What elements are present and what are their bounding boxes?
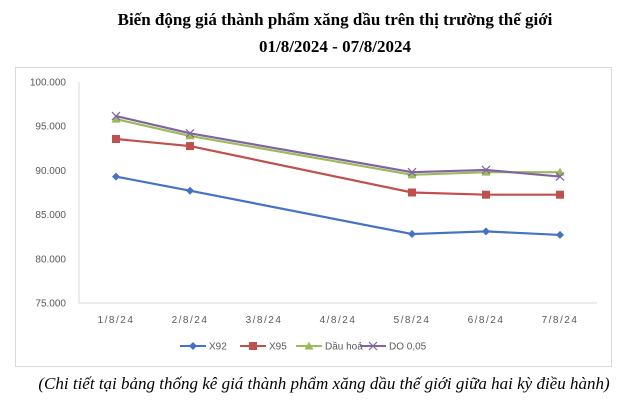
diamond-marker-icon	[112, 172, 120, 181]
series-line	[111, 114, 565, 179]
y-tick-label: 80.000	[35, 254, 66, 265]
series-group	[111, 111, 565, 239]
legend-item: X95	[240, 342, 287, 353]
x-marker-icon	[111, 111, 121, 121]
legend-label: Dầu hoả	[325, 341, 363, 353]
triangle-marker-icon	[407, 170, 417, 179]
x-tick-label: 3/8/24	[246, 315, 283, 326]
series-line	[112, 135, 564, 199]
legend-item: X92	[180, 342, 227, 353]
x-marker-icon	[185, 128, 195, 138]
square-marker-icon	[482, 190, 490, 199]
square-marker-icon	[408, 188, 416, 197]
triangle-marker-icon	[481, 167, 491, 176]
legend-item: Dầu hoả	[296, 341, 363, 353]
triangle-marker-icon	[111, 114, 121, 123]
x-marker-icon	[368, 341, 378, 351]
x-tick-label: 1/8/24	[98, 315, 135, 326]
x-tick-label: 5/8/24	[394, 315, 431, 326]
x-marker-icon	[407, 167, 417, 177]
chart-subtitle: 01/8/2024 - 07/8/2024	[258, 37, 412, 56]
diamond-marker-icon	[482, 227, 490, 236]
y-axis: 75.000 80.000 85.000 90.000 95.000 100.000	[30, 78, 80, 310]
square-marker-icon	[249, 342, 257, 350]
legend-item: DO 0,05	[360, 342, 427, 353]
x-tick-label: 6/8/24	[468, 315, 505, 326]
y-tick-label: 90.000	[35, 166, 66, 177]
legend-label: X95	[269, 342, 287, 353]
x-marker-icon	[481, 165, 491, 175]
legend-label: DO 0,05	[389, 342, 427, 353]
diamond-marker-icon	[186, 186, 194, 195]
chart-frame	[15, 67, 612, 367]
triangle-marker-icon	[185, 131, 195, 140]
x-tick-label: 7/8/24	[542, 315, 579, 326]
x-tick-label: 2/8/24	[172, 315, 209, 326]
diamond-marker-icon	[408, 230, 416, 239]
chart-title: Biến động giá thành phẩm xăng dầu trên t…	[117, 10, 553, 29]
square-marker-icon	[112, 135, 120, 144]
x-axis: 1/8/24 2/8/24 3/8/24 4/8/24 5/8/24 6/8/24 7/8/…	[79, 302, 597, 326]
square-marker-icon	[186, 142, 194, 151]
x-marker-icon	[555, 172, 565, 182]
series-line	[112, 172, 564, 239]
footnote: (Chi tiết tại bảng thống kê giá thành ph…	[38, 374, 610, 393]
y-tick-label: 85.000	[35, 210, 66, 221]
y-tick-label: 75.000	[35, 299, 66, 310]
diamond-marker-icon	[556, 230, 564, 239]
legend: X92 X95 Dầu hoả DO 0,05	[180, 341, 427, 353]
series-line	[111, 111, 565, 182]
y-tick-label: 100.000	[30, 78, 67, 89]
x-tick-label: 4/8/24	[320, 315, 357, 326]
legend-label: X92	[209, 342, 227, 353]
y-tick-label: 95.000	[35, 122, 66, 133]
square-marker-icon	[556, 190, 564, 199]
triangle-marker-icon	[304, 341, 314, 350]
diamond-marker-icon	[189, 342, 197, 350]
